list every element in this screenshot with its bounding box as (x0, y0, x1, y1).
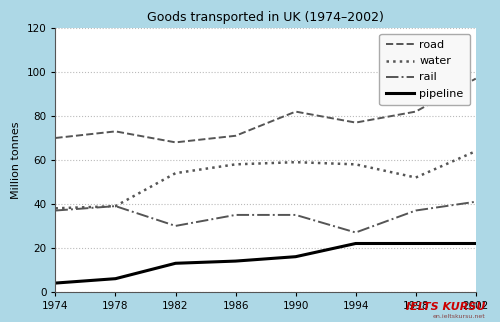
road (172, 140, 178, 144)
road (412, 110, 418, 114)
pipeline (172, 261, 178, 265)
pipeline (412, 242, 418, 245)
water (292, 160, 298, 164)
water (172, 171, 178, 175)
pipeline (232, 259, 238, 263)
rail (352, 231, 358, 234)
Text: en.ieltskursu.net: en.ieltskursu.net (432, 314, 485, 319)
road (473, 77, 479, 80)
rail (232, 213, 238, 217)
road (352, 121, 358, 125)
Line: rail: rail (56, 202, 476, 232)
water (112, 204, 118, 208)
Line: road: road (56, 79, 476, 142)
pipeline (352, 242, 358, 245)
pipeline (112, 277, 118, 280)
road (232, 134, 238, 138)
rail (172, 224, 178, 228)
water (52, 206, 59, 210)
Title: Goods transported in UK (1974–2002): Goods transported in UK (1974–2002) (147, 11, 384, 24)
Line: pipeline: pipeline (56, 243, 476, 283)
water (473, 149, 479, 153)
rail (112, 204, 118, 208)
water (412, 175, 418, 179)
pipeline (52, 281, 59, 285)
rail (292, 213, 298, 217)
Legend: road, water, rail, pipeline: road, water, rail, pipeline (380, 33, 470, 105)
road (52, 136, 59, 140)
rail (52, 209, 59, 213)
Text: IELTS KURSU: IELTS KURSU (406, 302, 485, 312)
road (112, 129, 118, 133)
road (292, 110, 298, 114)
Y-axis label: Million tonnes: Million tonnes (11, 121, 21, 199)
Line: water: water (56, 151, 476, 208)
pipeline (292, 255, 298, 259)
rail (473, 200, 479, 204)
pipeline (473, 242, 479, 245)
rail (412, 209, 418, 213)
water (352, 162, 358, 166)
water (232, 162, 238, 166)
